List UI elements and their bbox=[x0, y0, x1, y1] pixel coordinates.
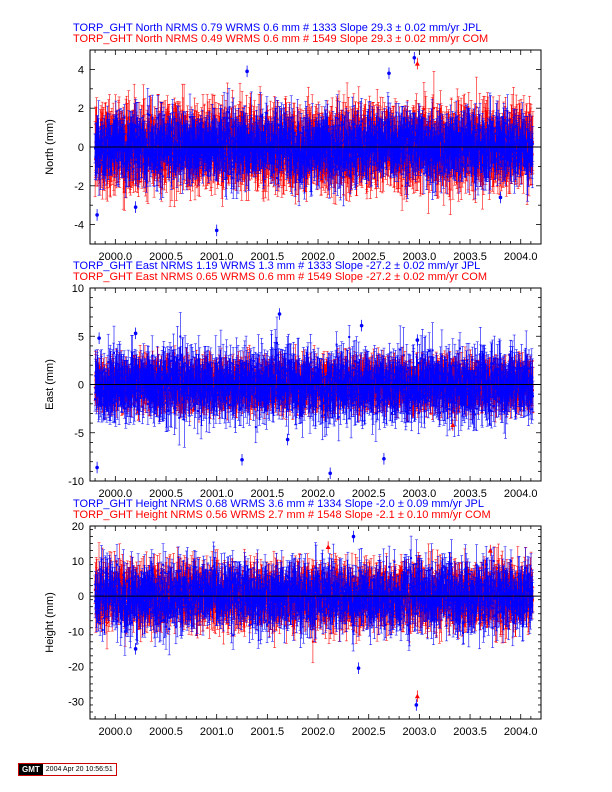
x-tick-label: 2004.0 bbox=[504, 488, 538, 500]
y-tick-label: -2 bbox=[74, 181, 84, 193]
x-tick-label: 2001.5 bbox=[251, 726, 285, 738]
x-tick-label: 2001.0 bbox=[200, 726, 234, 738]
outlier-point bbox=[414, 693, 420, 699]
x-tick-label: 2001.5 bbox=[251, 251, 285, 263]
y-tick-label: 20 bbox=[72, 521, 84, 533]
panel-header-line: TORP_GHT North NRMS 0.79 WRMS 0.6 mm # 1… bbox=[73, 22, 482, 34]
x-tick-label: 2003.0 bbox=[403, 726, 437, 738]
y-tick-label: 0 bbox=[78, 142, 84, 154]
outlier-point bbox=[285, 437, 290, 442]
panel-north: TORP_GHT North NRMS 0.79 WRMS 0.6 mm # 1… bbox=[44, 22, 542, 263]
y-tick-label: -10 bbox=[68, 476, 84, 488]
y-tick-label: -5 bbox=[74, 428, 84, 440]
panel-header-line: TORP_GHT East NRMS 0.65 WRMS 0.6 mm # 15… bbox=[73, 271, 487, 283]
data-points bbox=[94, 111, 534, 184]
outlier-point bbox=[325, 544, 331, 550]
panel-height: TORP_GHT Height NRMS 0.68 WRMS 3.6 mm # … bbox=[44, 498, 542, 738]
x-tick-label: 2004.0 bbox=[504, 726, 538, 738]
y-axis-label: North (mm) bbox=[44, 119, 56, 175]
x-tick-label: 2002.0 bbox=[301, 726, 335, 738]
outlier-point bbox=[328, 471, 332, 476]
x-tick-label: 2001.0 bbox=[200, 488, 234, 500]
y-tick-label: 4 bbox=[78, 64, 84, 76]
y-tick-label: 2 bbox=[78, 103, 84, 115]
outlier-point bbox=[414, 61, 420, 66]
outlier-point bbox=[412, 55, 417, 60]
plot-frame bbox=[89, 525, 542, 720]
x-tick-label: 2001.5 bbox=[251, 488, 285, 500]
y-tick-label: 0 bbox=[78, 591, 84, 603]
outlier-point bbox=[356, 666, 361, 670]
x-tick-label: 2002.5 bbox=[352, 488, 386, 500]
gmt-logo: GMT bbox=[19, 764, 43, 775]
outlier-point bbox=[498, 195, 503, 200]
y-tick-label: 10 bbox=[72, 283, 84, 295]
x-tick-label: 2002.0 bbox=[301, 488, 335, 500]
data-layer bbox=[93, 530, 535, 711]
y-tick-label: -10 bbox=[68, 626, 84, 638]
y-tick-label: 0 bbox=[78, 380, 84, 392]
series-jpl bbox=[93, 535, 535, 656]
y-tick-label: -20 bbox=[68, 661, 84, 673]
x-tick-label: 2000.0 bbox=[99, 251, 133, 263]
x-tick-label: 2002.0 bbox=[301, 251, 335, 263]
outlier-point bbox=[95, 465, 99, 470]
outlier-point bbox=[487, 548, 493, 553]
series-jpl bbox=[93, 312, 535, 448]
x-tick-label: 2000.5 bbox=[149, 251, 183, 263]
outlier-point bbox=[387, 71, 391, 76]
y-axis-label: Height (mm) bbox=[44, 592, 56, 653]
x-tick-label: 2004.0 bbox=[504, 251, 538, 263]
data-points bbox=[94, 557, 534, 637]
x-tick-label: 2000.0 bbox=[99, 726, 133, 738]
outlier-point bbox=[450, 422, 456, 428]
outlier-point bbox=[277, 312, 282, 316]
error-bar-caps bbox=[93, 312, 535, 448]
panel-header-line: TORP_GHT Height NRMS 0.56 WRMS 2.7 mm # … bbox=[73, 509, 491, 521]
outlier-point bbox=[382, 457, 386, 461]
y-tick-label: 5 bbox=[78, 331, 84, 343]
x-tick-label: 2001.0 bbox=[200, 251, 234, 263]
panel-header-line: TORP_GHT Height NRMS 0.68 WRMS 3.6 mm # … bbox=[73, 498, 484, 510]
outlier-point bbox=[414, 703, 419, 707]
y-tick-label: -4 bbox=[74, 220, 84, 232]
plot-timestamp: 2004 Apr 20 10:56:51 bbox=[42, 764, 116, 775]
outlier-point bbox=[97, 336, 101, 340]
outlier-point bbox=[240, 457, 244, 462]
outlier-point bbox=[415, 338, 420, 342]
gmt-timestamp-stamp: GMT 2004 Apr 20 10:56:51 bbox=[18, 763, 117, 776]
outlier-point bbox=[133, 331, 138, 336]
outlier-point bbox=[133, 647, 138, 651]
x-tick-label: 2000.5 bbox=[149, 726, 183, 738]
outlier-point bbox=[133, 205, 138, 209]
x-tick-label: 2003.0 bbox=[403, 251, 437, 263]
x-tick-label: 2000.5 bbox=[149, 488, 183, 500]
x-tick-label: 2003.0 bbox=[403, 488, 437, 500]
data-points bbox=[94, 335, 534, 429]
outlier-point bbox=[95, 213, 99, 217]
x-tick-label: 2003.5 bbox=[453, 251, 487, 263]
outlier-point bbox=[214, 228, 219, 233]
panel-header-line: TORP_GHT North NRMS 0.49 WRMS 0.6 mm # 1… bbox=[73, 33, 488, 45]
x-tick-label: 2003.5 bbox=[453, 488, 487, 500]
x-tick-label: 2002.5 bbox=[352, 726, 386, 738]
series-jpl bbox=[93, 88, 535, 207]
panel-east: TORP_GHT East NRMS 1.19 WRMS 1.3 mm # 13… bbox=[44, 260, 542, 500]
x-tick-label: 2003.5 bbox=[453, 726, 487, 738]
outlier-point bbox=[359, 323, 364, 328]
data-layer bbox=[93, 51, 535, 237]
x-tick-label: 2000.0 bbox=[99, 488, 133, 500]
y-tick-label: 10 bbox=[72, 556, 84, 568]
outlier-point bbox=[245, 69, 249, 74]
panel-header-line: TORP_GHT East NRMS 1.19 WRMS 1.3 mm # 13… bbox=[73, 260, 480, 272]
y-tick-label: -30 bbox=[68, 696, 84, 708]
x-tick-label: 2002.5 bbox=[352, 251, 386, 263]
data-layer bbox=[93, 308, 535, 480]
outlier-point bbox=[351, 534, 356, 539]
y-axis-label: East (mm) bbox=[44, 359, 56, 410]
